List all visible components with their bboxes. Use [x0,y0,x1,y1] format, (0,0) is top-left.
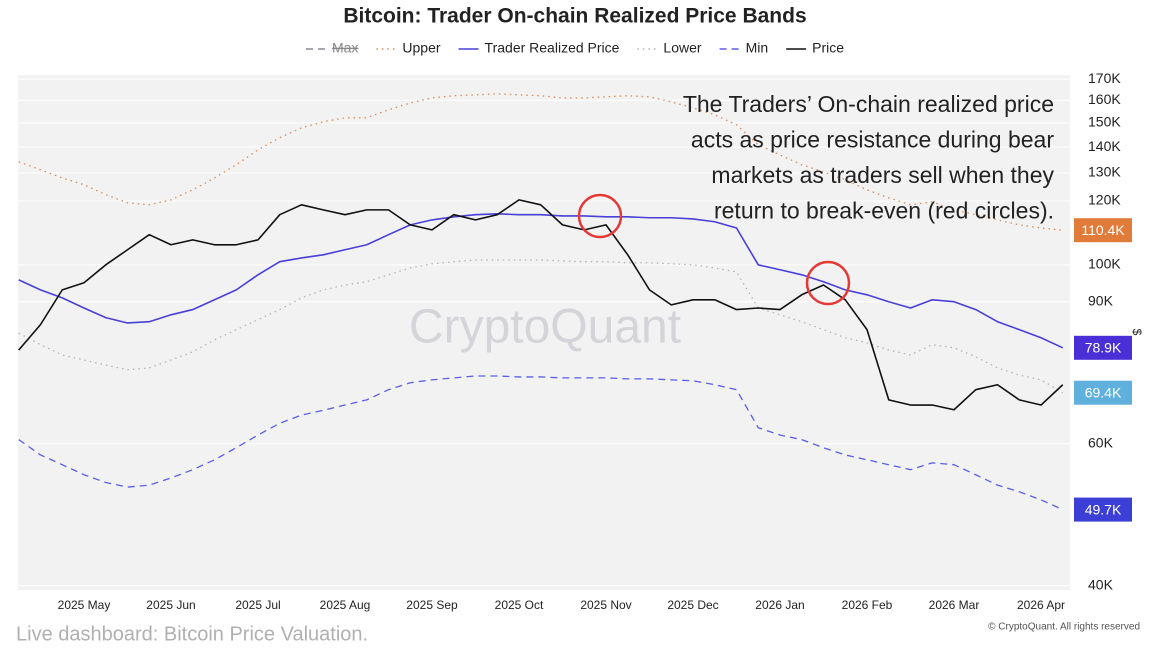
legend-label: Trader Realized Price [485,40,620,56]
annotation: return to break-even (red circles). [714,198,1054,224]
y-tick-label: 120K [1088,192,1121,208]
end-badge-label: 78.9K [1085,340,1122,356]
end-badge-label: 69.4K [1085,384,1122,400]
legend-label: Min [746,40,769,56]
x-tick-label: 2025 Oct [495,598,544,612]
y-tick-label: 90K [1088,292,1114,308]
y-tick-label: 130K [1088,164,1121,180]
y-tick-label: 150K [1088,114,1121,130]
series-line [18,212,1064,349]
footer: Live dashboard: Bitcoin Price Valuation. [16,623,368,645]
x-tick-label: 2026 Mar [929,598,980,612]
legend-label: Lower [663,40,701,56]
x-tick-label: 2026 Apr [1017,598,1065,612]
end-badge-label: 110.4K [1081,222,1125,238]
y-tick-label: 60K [1088,434,1114,450]
end-badge-label: 49.7K [1085,501,1122,517]
annotation: markets as traders sell when they [711,162,1054,188]
legend-label: Max [332,40,358,56]
x-tick-label: 2026 Jan [755,598,804,612]
y-tick-label: 160K [1088,91,1121,107]
end-badge [1074,380,1132,405]
x-tick-label: 2025 Dec [667,598,718,612]
x-tick-label: 2025 May [58,598,111,612]
end-badge [1074,497,1132,522]
y-tick-label: 170K [1088,70,1121,86]
watermark: CryptoQuant [409,301,681,354]
x-tick-label: 2025 Jul [235,598,280,612]
x-tick-label: 2026 Feb [842,598,893,612]
series-line [18,259,1064,394]
copyright: © CryptoQuant. All rights reserved [988,622,1140,633]
annotation: The Traders’ On-chain realized price [683,91,1054,117]
legend-label: Price [812,40,844,56]
legend-label: Upper [402,40,440,56]
end-badge [1074,218,1132,243]
end-badge [1074,335,1132,360]
series-line [18,199,1064,411]
y-tick-label: 140K [1088,138,1121,154]
series-line [18,93,1063,231]
x-tick-label: 2025 Sep [406,598,458,612]
highlight-circle [577,193,623,239]
plot-area [18,75,1070,590]
x-tick-label: 2025 Aug [320,598,371,612]
chart-title: Bitcoin: Trader On-chain Realized Price … [343,5,806,28]
y-tick-label: 100K [1088,256,1121,272]
y-axis-label: $ [1130,329,1144,336]
x-tick-label: 2025 Jun [146,598,195,612]
highlight-circle [805,260,851,306]
x-tick-label: 2025 Nov [580,598,631,612]
y-tick-label: 40K [1088,576,1114,592]
annotation: acts as price resistance during bear [691,127,1054,153]
series-line [18,375,1064,511]
